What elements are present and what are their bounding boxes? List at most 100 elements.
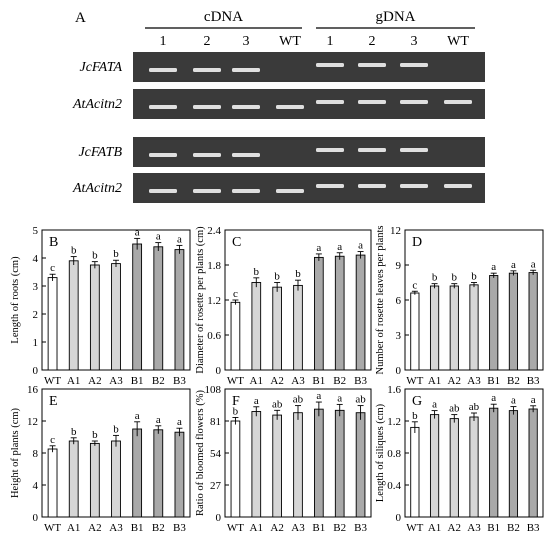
significance-letter: b	[92, 250, 98, 262]
x-tick-label: A1	[250, 375, 263, 387]
y-tick-label: 0	[396, 512, 402, 524]
gel-band	[232, 189, 260, 193]
x-tick-label: A2	[88, 375, 101, 387]
x-tick-label: WT	[44, 375, 61, 387]
gel-band	[444, 184, 472, 188]
significance-letter: a	[491, 261, 496, 273]
y-tick-label: 0.4	[387, 480, 401, 492]
y-tick-label: 0	[216, 512, 222, 524]
gel-band	[276, 105, 304, 109]
y-tick-label: 0.8	[387, 448, 401, 460]
gel-band	[232, 105, 260, 109]
x-tick-label: A1	[67, 522, 80, 534]
x-tick-label: A3	[467, 522, 481, 534]
significance-letter: b	[274, 271, 280, 283]
gel-band	[193, 68, 221, 72]
gel-row-jcfatb	[133, 137, 485, 167]
bar	[469, 416, 479, 518]
bar	[528, 272, 538, 371]
y-tick-label: 3	[396, 330, 402, 342]
significance-letter: b	[113, 248, 119, 260]
y-tick-label: 4	[33, 253, 39, 265]
bar	[314, 408, 324, 518]
x-tick-label: A1	[67, 375, 80, 387]
bar	[132, 428, 143, 518]
gel-strip	[133, 89, 485, 119]
significance-letter: ab	[293, 394, 304, 406]
gene-label-jcfata: JcFATA	[79, 60, 122, 75]
significance-letter: a	[511, 259, 516, 271]
gel-band	[358, 100, 386, 104]
bar	[489, 275, 499, 371]
x-tick-label: B2	[152, 375, 165, 387]
gel-band	[193, 153, 221, 157]
significance-letter: a	[316, 390, 321, 402]
y-axis-label: Height of plants (cm)	[10, 407, 21, 498]
gene-label-atacitn2: AtAcitn2	[72, 97, 122, 112]
x-tick-label: B3	[527, 375, 540, 387]
y-axis-label: Length of roots (cm)	[10, 256, 21, 344]
group-title-gdna: gDNA	[376, 9, 416, 25]
lane-label: WT	[447, 34, 469, 49]
significance-letter: b	[295, 268, 301, 280]
bar	[489, 407, 499, 518]
significance-letter: b	[71, 426, 77, 438]
x-tick-label: A1	[428, 375, 441, 387]
y-tick-label: 1.2	[207, 295, 221, 307]
x-tick-label: WT	[227, 522, 244, 534]
gel-row-atacitn2	[133, 173, 485, 203]
gel-strip	[133, 137, 485, 167]
bar	[47, 448, 58, 518]
significance-letter: a	[177, 233, 182, 245]
bar	[111, 440, 121, 518]
lane-label: 2	[369, 34, 376, 49]
chart-f: 0 27 54 81 108 F Ratio of bloomed flowers (%) b…	[195, 384, 372, 534]
y-tick-label: 0	[33, 365, 39, 377]
bar	[355, 412, 366, 518]
y-axis-label: Diameter of rosette per plants (cm)	[195, 226, 206, 374]
bar	[251, 411, 262, 518]
x-tick-label: B1	[131, 522, 144, 534]
bar	[410, 292, 420, 371]
bar	[355, 254, 366, 371]
bar	[410, 426, 420, 518]
x-tick-label: A3	[291, 375, 305, 387]
significance-letter: a	[358, 240, 363, 252]
x-tick-label: A2	[270, 375, 283, 387]
x-tick-label: WT	[227, 375, 244, 387]
gel-row-jcfata	[133, 52, 485, 82]
y-tick-label: 2	[33, 309, 39, 321]
gel-band	[276, 189, 304, 193]
significance-letter: ab	[272, 398, 283, 410]
y-tick-label: 9	[396, 260, 402, 272]
gel-band	[149, 189, 177, 193]
significance-letter: a	[316, 242, 321, 254]
gel-row-atacitn2	[133, 89, 485, 119]
significance-letter: a	[156, 231, 161, 243]
bar	[314, 256, 324, 371]
x-tick-label: A3	[109, 522, 123, 534]
x-tick-label: B3	[354, 375, 367, 387]
gel-band	[316, 148, 344, 152]
x-tick-label: WT	[406, 375, 423, 387]
chart-d: 0 3 6 9 12 D Number of rosette leaves per plan…	[375, 225, 544, 387]
significance-letter: b	[432, 272, 438, 284]
significance-letter: a	[135, 410, 140, 422]
bar	[153, 429, 164, 518]
gel-band	[232, 68, 260, 72]
significance-letter: b	[471, 271, 477, 283]
y-tick-label: 0	[396, 365, 402, 377]
x-tick-label: WT	[406, 522, 423, 534]
gene-label-atacitn2: AtAcitn2	[72, 181, 122, 196]
bar	[508, 410, 519, 518]
lane-label: 1	[160, 34, 167, 49]
gel-band	[149, 68, 177, 72]
x-tick-label: WT	[44, 522, 61, 534]
significance-letter: a	[135, 226, 140, 238]
y-tick-label: 0	[216, 365, 222, 377]
y-axis-label: Length of siliques (cm)	[375, 403, 386, 502]
y-axis-label: Number of rosette leaves per plants	[375, 226, 386, 375]
bar	[334, 409, 345, 518]
x-tick-label: A2	[270, 522, 283, 534]
